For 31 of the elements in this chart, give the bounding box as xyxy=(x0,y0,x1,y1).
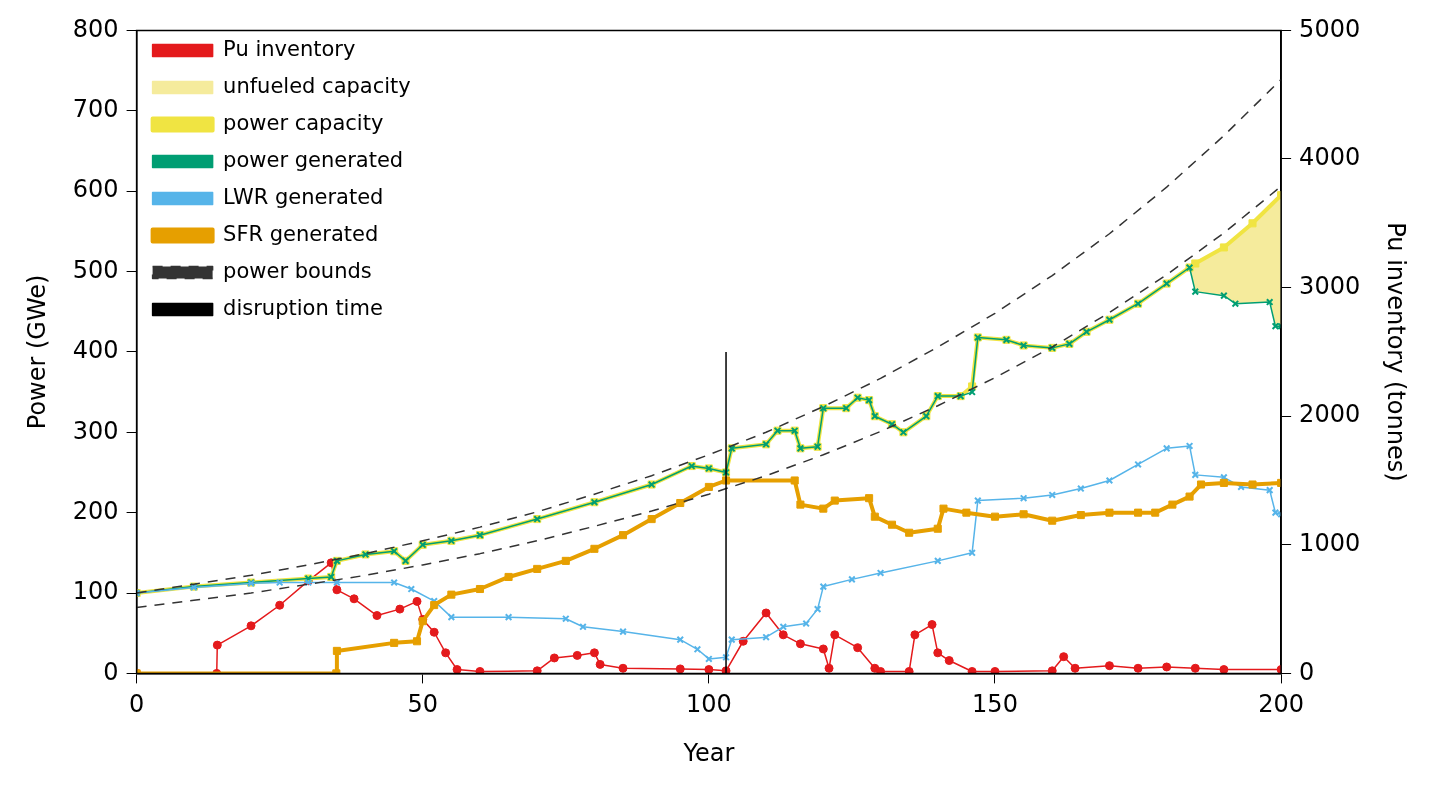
y-tick-label: 800 xyxy=(72,14,119,43)
y-tick-label: 500 xyxy=(72,255,119,284)
legend-label: Pu inventory xyxy=(223,36,356,61)
x-axis-title: Year xyxy=(682,738,735,767)
y2-tick-label: 5000 xyxy=(1299,14,1361,43)
y2-tick-label: 2000 xyxy=(1299,400,1361,429)
legend-label: power capacity xyxy=(223,110,384,135)
y2-tick-label: 4000 xyxy=(1299,143,1361,172)
y-tick-label: 100 xyxy=(72,577,119,606)
y2-tick-label: 1000 xyxy=(1299,529,1361,558)
y-tick-label: 0 xyxy=(103,657,119,686)
x-tick-label: 50 xyxy=(407,690,439,719)
y2-tick-label: 3000 xyxy=(1299,271,1361,300)
legend-label: unfueled capacity xyxy=(223,73,411,98)
legend-label: power bounds xyxy=(223,258,372,283)
y2-axis-title: Pu inventory (tonnes) xyxy=(1382,222,1411,482)
y-axis-title: Power (GWe) xyxy=(22,274,51,430)
x-tick-label: 100 xyxy=(685,690,732,719)
x-tick-label: 200 xyxy=(1258,690,1305,719)
legend-label: SFR generated xyxy=(223,221,379,246)
y-tick-label: 600 xyxy=(72,175,119,204)
legend-label: power generated xyxy=(223,147,404,172)
y-tick-label: 700 xyxy=(72,95,119,124)
y-tick-label: 300 xyxy=(72,416,119,445)
x-tick-label: 0 xyxy=(128,690,145,719)
y2-tick-label: 0 xyxy=(1299,657,1315,686)
legend-label: disruption time xyxy=(223,295,383,320)
legend-label: LWR generated xyxy=(223,184,384,209)
y-tick-label: 200 xyxy=(72,496,119,525)
x-tick-label: 150 xyxy=(972,690,1018,719)
y-tick-label: 400 xyxy=(72,336,119,365)
